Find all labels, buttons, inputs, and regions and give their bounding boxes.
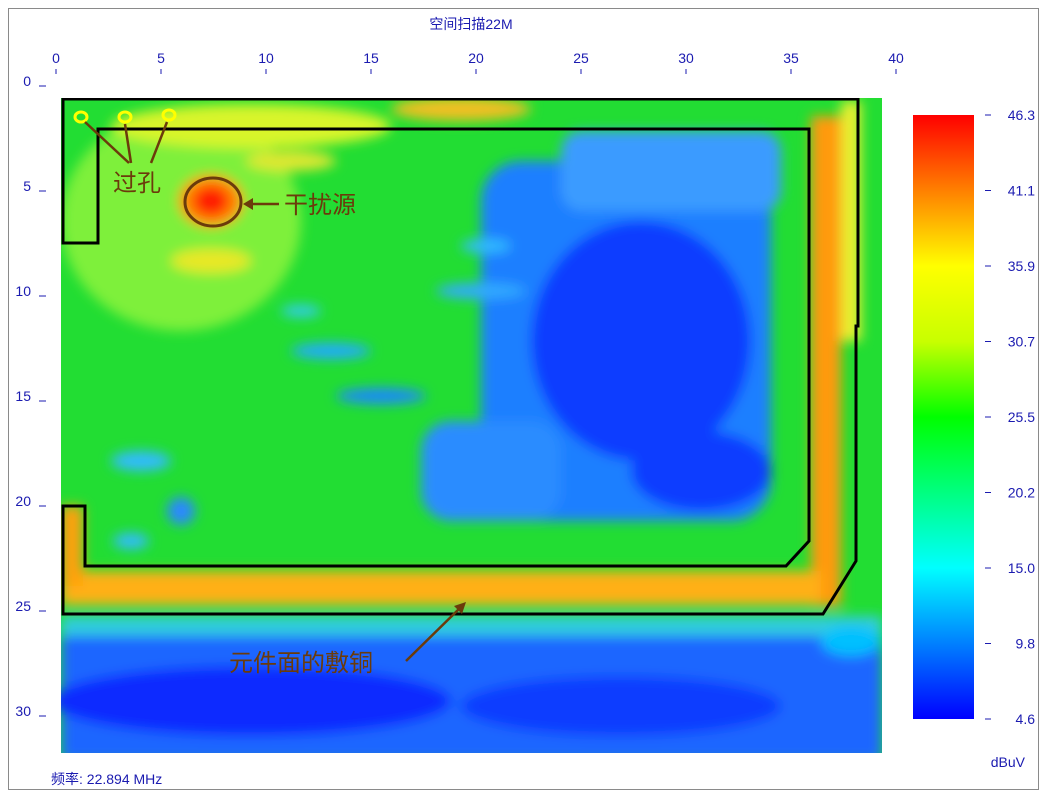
frequency-label: 频率: 22.894 MHz — [51, 771, 162, 787]
via-circle — [161, 108, 177, 122]
heat-region — [391, 98, 531, 121]
y-tick-label: 0 — [23, 73, 31, 89]
cold-region-core — [631, 431, 771, 511]
x-tick-label: 10 — [258, 50, 274, 66]
x-tick-label: 25 — [573, 50, 589, 66]
annotation-pointer — [123, 123, 133, 164]
heat-region — [171, 249, 251, 273]
cold-streak — [436, 283, 526, 299]
annotation-copper-label: 元件面的敷铜 — [229, 649, 373, 677]
copper-border — [811, 116, 841, 606]
y-tick-label: 30 — [15, 703, 31, 719]
x-tick-label: 5 — [157, 50, 165, 66]
cold-streak — [113, 533, 149, 549]
transition-band — [61, 616, 882, 636]
colorbar-tick-label: 25.5 — [1008, 409, 1035, 425]
colorbar-unit: dBuV — [991, 754, 1026, 770]
colorbar — [913, 115, 974, 719]
colorbar-tick-label: 9.8 — [1016, 636, 1036, 652]
bottom-cold-core — [61, 666, 451, 736]
x-tick-label: 35 — [783, 50, 799, 66]
cold-region — [561, 131, 781, 211]
annotation-vias: 过孔 — [84, 121, 169, 197]
colorbar-tick-label: 15.0 — [1008, 560, 1035, 576]
x-tick-label: 30 — [678, 50, 694, 66]
cold-streak — [111, 451, 171, 471]
cold-region-core — [531, 221, 751, 461]
x-tick-label: 40 — [888, 50, 904, 66]
copper-border — [841, 101, 861, 341]
chart-frame: 空间扫描22M 0 5 10 15 20 25 30 35 40 0 5 10 15 20 25 30 — [8, 8, 1039, 790]
x-tick-label: 20 — [468, 50, 484, 66]
x-tick-label: 15 — [363, 50, 379, 66]
annotation-interference-label: 干扰源 — [284, 191, 356, 219]
cold-streak — [461, 239, 511, 253]
arrow-head-icon — [243, 198, 253, 210]
via-circle — [117, 110, 133, 124]
heatmap-field — [61, 98, 882, 753]
cold-region — [421, 421, 561, 521]
colorbar-tick-label: 20.2 — [1008, 485, 1035, 501]
heatmap-chart: 空间扫描22M 0 5 10 15 20 25 30 35 40 0 5 10 15 20 25 30 — [15, 16, 1035, 787]
heat-region — [111, 104, 391, 148]
annotation-copper: 元件面的敷铜 — [229, 602, 466, 677]
annotation-pointer — [149, 121, 169, 164]
colorbar-tick-label: 4.6 — [1016, 711, 1036, 727]
cold-streak — [167, 497, 195, 525]
heat-region — [61, 111, 301, 331]
chart-title: 空间扫描22M — [429, 16, 512, 32]
colorbar-tick-label: 30.7 — [1008, 334, 1035, 350]
transition-band — [821, 626, 881, 656]
arrow-head-icon — [454, 602, 466, 614]
colorbar-ticks: 46.3 41.1 35.9 30.7 25.5 20.2 15.0 9.8 4.6 — [985, 107, 1035, 727]
y-tick-label: 5 — [23, 178, 31, 194]
annotation-vias-label: 过孔 — [113, 169, 161, 197]
x-axis-ticks: 0 5 10 15 20 25 30 35 40 — [52, 50, 904, 74]
colorbar-tick-label: 41.1 — [1008, 183, 1035, 199]
copper-border — [61, 506, 83, 586]
y-tick-label: 15 — [15, 388, 31, 404]
cold-streak — [281, 305, 321, 317]
heatmap-area — [61, 98, 882, 753]
copper-border — [61, 571, 821, 605]
heat-hotspot-core — [193, 186, 229, 216]
bottom-cold-core — [461, 676, 781, 736]
annotation-pointer — [84, 121, 130, 164]
cold-streak — [336, 388, 426, 404]
interference-circle — [183, 176, 243, 228]
y-tick-label: 25 — [15, 598, 31, 614]
y-tick-label: 10 — [15, 283, 31, 299]
colorbar-tick-label: 35.9 — [1008, 258, 1035, 274]
x-tick-label: 0 — [52, 50, 60, 66]
colorbar-tick-label: 46.3 — [1008, 107, 1035, 123]
annotation-arrow — [405, 606, 462, 662]
via-circle — [73, 110, 89, 124]
y-axis-ticks: 0 5 10 15 20 25 30 — [15, 73, 46, 719]
y-tick-label: 20 — [15, 493, 31, 509]
cold-streak — [291, 343, 371, 359]
copper-outline — [61, 98, 860, 616]
annotation-interference-source: 干扰源 — [183, 176, 356, 228]
heat-region — [246, 151, 336, 171]
